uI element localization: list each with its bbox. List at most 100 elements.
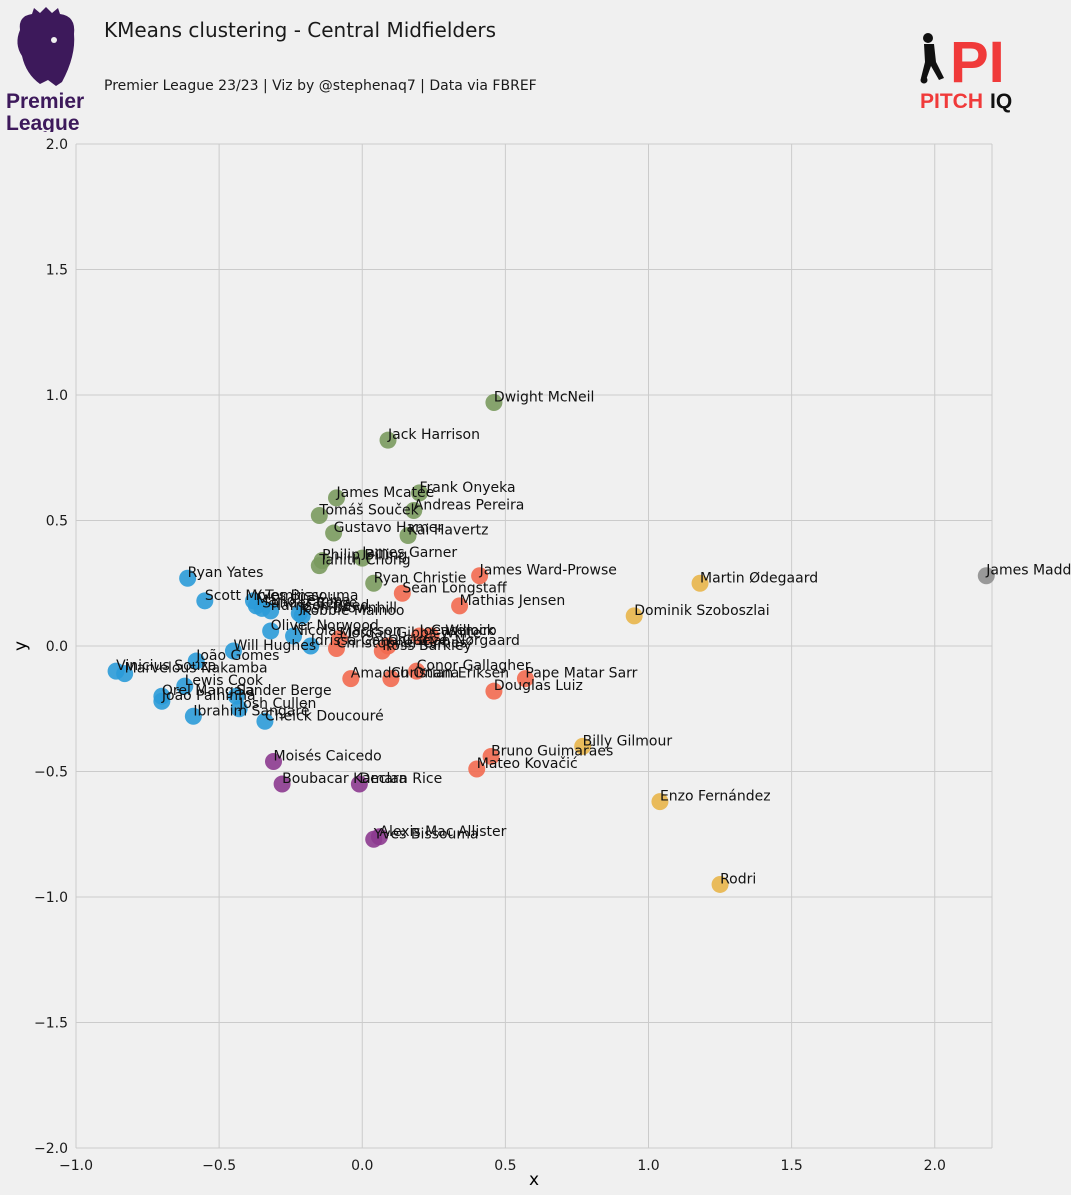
data-label: Mathias Jensen (460, 593, 566, 609)
y-tick-label: 2.0 (46, 137, 68, 153)
data-label: Jack Harrison (387, 427, 480, 443)
data-label: Will Hughes (233, 638, 316, 654)
data-label: Philip Billing (322, 548, 407, 564)
data-point (262, 622, 280, 640)
data-point (485, 682, 503, 700)
data-label: Douglas Luiz (494, 678, 583, 694)
data-label: Pape Matar Sarr (525, 666, 637, 682)
data-point (342, 670, 360, 688)
data-label: Enzo Fernández (660, 789, 771, 805)
data-label: Marvelous Nakamba (125, 661, 268, 677)
data-label: Mateo Kovačić (477, 756, 578, 772)
data-label: João Palhinha (161, 688, 256, 704)
data-point (285, 627, 303, 645)
data-label: Declan Rice (359, 771, 442, 787)
data-point (310, 506, 328, 524)
x-tick-label: 2.0 (924, 1158, 946, 1174)
x-tick-label: −0.5 (202, 1158, 236, 1174)
y-tick-label: 1.5 (46, 263, 68, 279)
data-label: Rodri (720, 871, 756, 887)
data-label: James Ward-Prowse (479, 563, 617, 579)
data-point (153, 692, 171, 710)
data-label: Cheick Doucouré (265, 708, 384, 724)
data-point (977, 567, 995, 585)
data-point (353, 549, 371, 567)
data-label: Andreas Pereira (414, 497, 525, 513)
x-tick-label: 1.0 (637, 1158, 659, 1174)
y-tick-label: −2.0 (34, 1141, 68, 1157)
data-label: Conor Gallagher (417, 658, 531, 674)
data-point (116, 665, 134, 683)
data-label: Sander Berge (236, 683, 331, 699)
data-label: Kobbie Mainoo (302, 603, 404, 619)
data-label: Gustavo Hamer (334, 520, 444, 536)
pitch-iq-wordmark-b: IQ (990, 90, 1012, 113)
data-point (265, 752, 283, 770)
data-label: Vinicius Souza (116, 658, 216, 674)
pitch-iq-icon: PI PITCH IQ (920, 30, 1012, 113)
data-label: Bruno Guimarães (491, 743, 613, 759)
data-label: Oliver Norwood (271, 618, 379, 634)
data-point (574, 737, 592, 755)
y-tick-label: −0.5 (34, 765, 68, 781)
data-point (411, 484, 428, 502)
data-label: James Maddison (985, 563, 1071, 579)
data-label: Orel Mangala (162, 683, 255, 699)
data-label: João Gomes (195, 648, 279, 664)
lion-head-shape (17, 7, 75, 86)
y-tick-label: 0.0 (46, 639, 68, 655)
data-point (256, 712, 274, 730)
data-point (273, 775, 291, 793)
data-label: Christian Eriksen (391, 666, 509, 682)
data-label: Yves Bissouma (252, 588, 358, 604)
data-point (327, 640, 345, 658)
pitch-iq-logo: PI PITCH IQ (914, 28, 1026, 116)
data-point (184, 707, 202, 725)
data-point (325, 524, 343, 542)
data-label: Boubacar Kamara (282, 771, 407, 787)
pitch-iq-wordmark-a: PITCH (920, 90, 983, 113)
data-label: Dominik Szoboszlai (634, 603, 769, 619)
data-point (711, 875, 729, 893)
data-label: Kai Havertz (408, 523, 488, 539)
data-point (408, 662, 426, 680)
data-point (176, 677, 194, 695)
data-label: Christian Nørgaard (388, 633, 520, 649)
x-tick-label: 0.5 (494, 1158, 516, 1174)
data-label: Ibrahim Sangaré (193, 703, 309, 719)
data-label: Harrison Reed (271, 598, 370, 614)
data-label: Lewis Cook (185, 673, 264, 689)
data-label: Ross Barkley (382, 638, 472, 654)
y-tick-label: 0.5 (46, 514, 68, 530)
chart-subtitle: Premier League 23/23 | Viz by @stephenaq… (104, 78, 537, 94)
data-point (516, 670, 534, 688)
data-point (196, 592, 214, 610)
data-label: Morgan Gibbs-White (339, 625, 481, 641)
data-label: Dwight McNeil (494, 390, 594, 406)
data-point (373, 642, 391, 660)
x-axis-label: x (529, 1170, 539, 1190)
data-point (230, 700, 248, 718)
data-point (482, 747, 500, 765)
player-head (923, 33, 933, 43)
data-label: Moisés Caicedo (274, 748, 382, 764)
data-label: Casemiro (431, 623, 497, 639)
x-tick-label: 0.0 (351, 1158, 373, 1174)
data-point (691, 574, 709, 592)
grid (75, 143, 993, 1149)
data-label: James Mcatee (335, 485, 434, 501)
data-point (365, 830, 383, 848)
ticks: −1.0 −0.5 0.0 0.5 1.0 1.5 2.0 −2.0 −1.5 −1.0 −0.5 0… (34, 137, 946, 1174)
data-point (224, 642, 242, 660)
data-label: Sean Longstaff (402, 580, 507, 596)
premier-league-logo: Premier League (4, 4, 88, 135)
data-point (179, 569, 197, 587)
data-label: Alexis Mac Allister (379, 824, 506, 840)
data-label: Tahith Chong (318, 553, 410, 569)
data-point (468, 760, 486, 778)
data-point (310, 557, 328, 575)
data-label: Ryan Christie (374, 570, 467, 586)
data-point (399, 527, 417, 545)
